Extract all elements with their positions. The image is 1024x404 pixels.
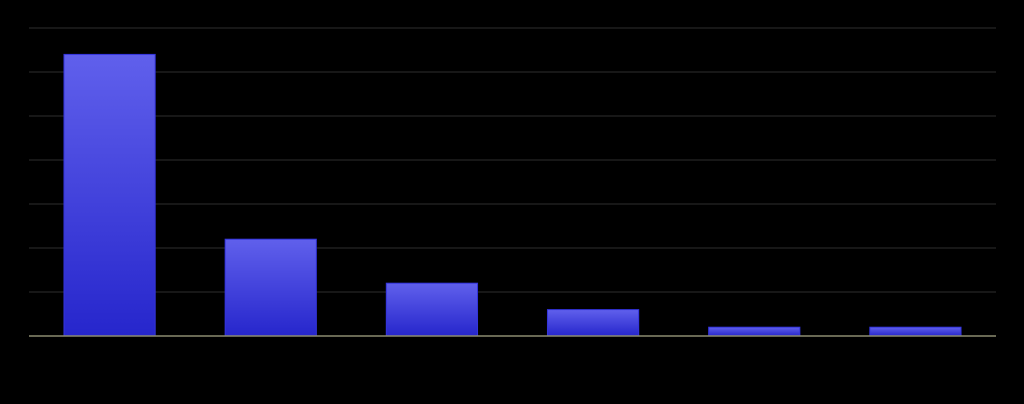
bar — [546, 309, 640, 337]
bar — [708, 326, 801, 337]
bar — [869, 326, 962, 337]
y-tick-label: 4 — [16, 152, 23, 166]
bar — [63, 53, 156, 337]
bar — [385, 282, 479, 337]
y-tick-label: 6 — [16, 64, 23, 78]
bar — [224, 238, 317, 337]
y-tick-label: 2 — [16, 240, 23, 254]
y-tick-label: 5 — [16, 108, 23, 122]
y-tick-label: 3 — [16, 196, 23, 210]
y-tick-label: 7 — [16, 20, 23, 34]
y-tick-label: 0 — [16, 328, 23, 342]
y-tick-label: 1 — [16, 284, 23, 298]
